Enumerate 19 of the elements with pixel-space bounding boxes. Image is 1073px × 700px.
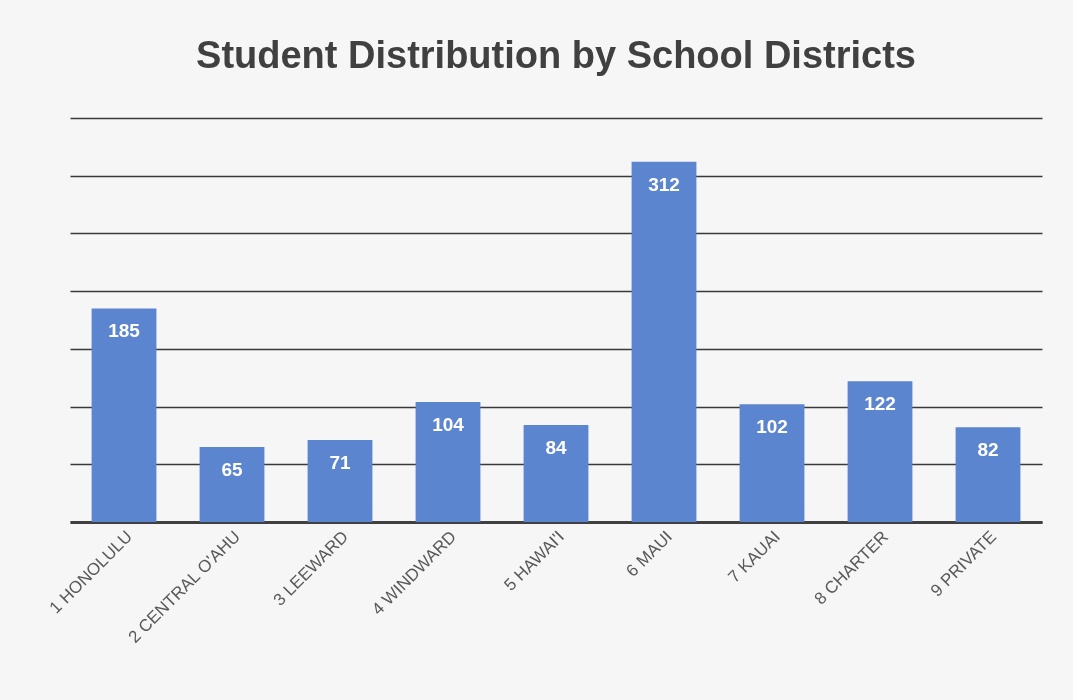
bar <box>307 440 373 522</box>
data-label: 185 <box>108 320 141 342</box>
bar <box>523 425 589 522</box>
data-label: 84 <box>545 437 567 459</box>
bar <box>415 401 481 522</box>
data-label: 71 <box>329 452 351 474</box>
bar <box>631 161 697 522</box>
bar <box>955 427 1021 522</box>
data-label: 122 <box>864 393 896 415</box>
data-label: 82 <box>977 439 999 461</box>
data-label: 104 <box>432 413 465 435</box>
data-label: 102 <box>756 416 788 438</box>
bar <box>91 308 157 522</box>
bar <box>847 381 913 522</box>
bar <box>739 404 805 522</box>
data-label: 312 <box>648 173 680 195</box>
chart-title: Student Distribution by School Districts <box>196 34 916 76</box>
bar <box>199 446 265 522</box>
data-label: 65 <box>221 458 243 480</box>
